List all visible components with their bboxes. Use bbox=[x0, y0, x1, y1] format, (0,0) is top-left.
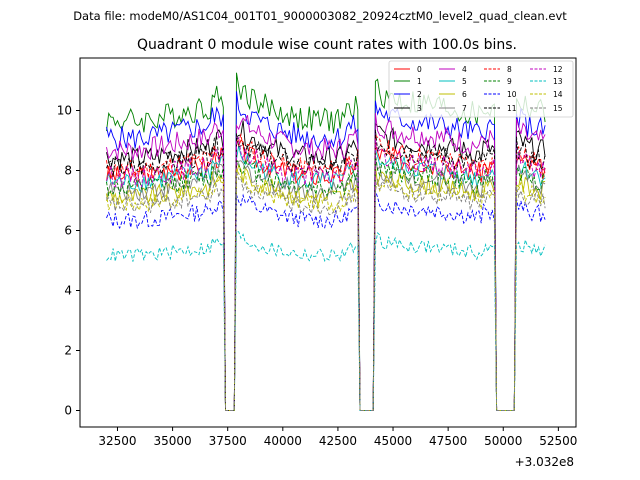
legend-label-5: 5 bbox=[462, 77, 467, 86]
series-line-9 bbox=[106, 154, 546, 411]
series-line-10 bbox=[106, 190, 546, 411]
series-line-4 bbox=[106, 112, 546, 411]
legend-label-11: 11 bbox=[507, 104, 517, 113]
chart-title: Quadrant 0 module wise count rates with … bbox=[137, 37, 517, 53]
y-tick-label: 4 bbox=[64, 284, 72, 298]
series-line-15 bbox=[106, 171, 546, 411]
legend-box bbox=[388, 60, 574, 118]
x-tick-label: 35000 bbox=[153, 434, 191, 448]
legend-label-8: 8 bbox=[507, 65, 512, 74]
chart-suptitle: Data file: modeM0/AS1C04_001T01_90000030… bbox=[73, 9, 567, 23]
series-line-3 bbox=[106, 120, 546, 411]
x-tick-label: 40000 bbox=[264, 434, 302, 448]
legend-label-4: 4 bbox=[462, 65, 467, 74]
legend-label-6: 6 bbox=[462, 90, 467, 99]
legend-label-14: 14 bbox=[553, 90, 563, 99]
legend-label-15: 15 bbox=[553, 104, 563, 113]
legend-label-0: 0 bbox=[417, 65, 422, 74]
legend-label-2: 2 bbox=[417, 90, 422, 99]
legend-label-1: 1 bbox=[417, 77, 422, 86]
series-line-0 bbox=[106, 138, 546, 411]
legend-label-7: 7 bbox=[462, 104, 467, 113]
x-tick-label: 47500 bbox=[429, 434, 467, 448]
x-tick-label: 52500 bbox=[539, 434, 577, 448]
legend-label-10: 10 bbox=[507, 90, 517, 99]
legend-label-12: 12 bbox=[553, 65, 563, 74]
legend-label-3: 3 bbox=[417, 104, 422, 113]
x-axis: 32500 35000 37500 40000 42500 45000 47500 50000… bbox=[98, 427, 577, 448]
x-tick-label: 32500 bbox=[98, 434, 136, 448]
series-line-2 bbox=[106, 91, 546, 411]
y-tick-label: 6 bbox=[64, 224, 72, 238]
x-tick-label: 45000 bbox=[374, 434, 412, 448]
x-tick-label: 37500 bbox=[209, 434, 247, 448]
plot-frame bbox=[79, 57, 577, 428]
y-tick-label: 2 bbox=[64, 344, 72, 358]
series-line-13 bbox=[106, 231, 546, 411]
y-tick-label: 10 bbox=[57, 104, 72, 118]
series-line-14 bbox=[106, 169, 546, 411]
series-line-12 bbox=[106, 136, 546, 411]
x-tick-label: 42500 bbox=[319, 434, 357, 448]
y-axis: 0 2 4 6 8 10 bbox=[57, 104, 80, 418]
legend-label-13: 13 bbox=[553, 77, 563, 86]
x-tick-label: 50000 bbox=[484, 434, 522, 448]
series-layer bbox=[106, 72, 546, 411]
y-tick-label: 0 bbox=[64, 404, 72, 418]
series-line-8 bbox=[106, 133, 546, 411]
y-tick-label: 8 bbox=[64, 164, 72, 178]
legend-label-9: 9 bbox=[507, 77, 512, 86]
x-offset-label: +3.032e8 bbox=[515, 455, 574, 469]
